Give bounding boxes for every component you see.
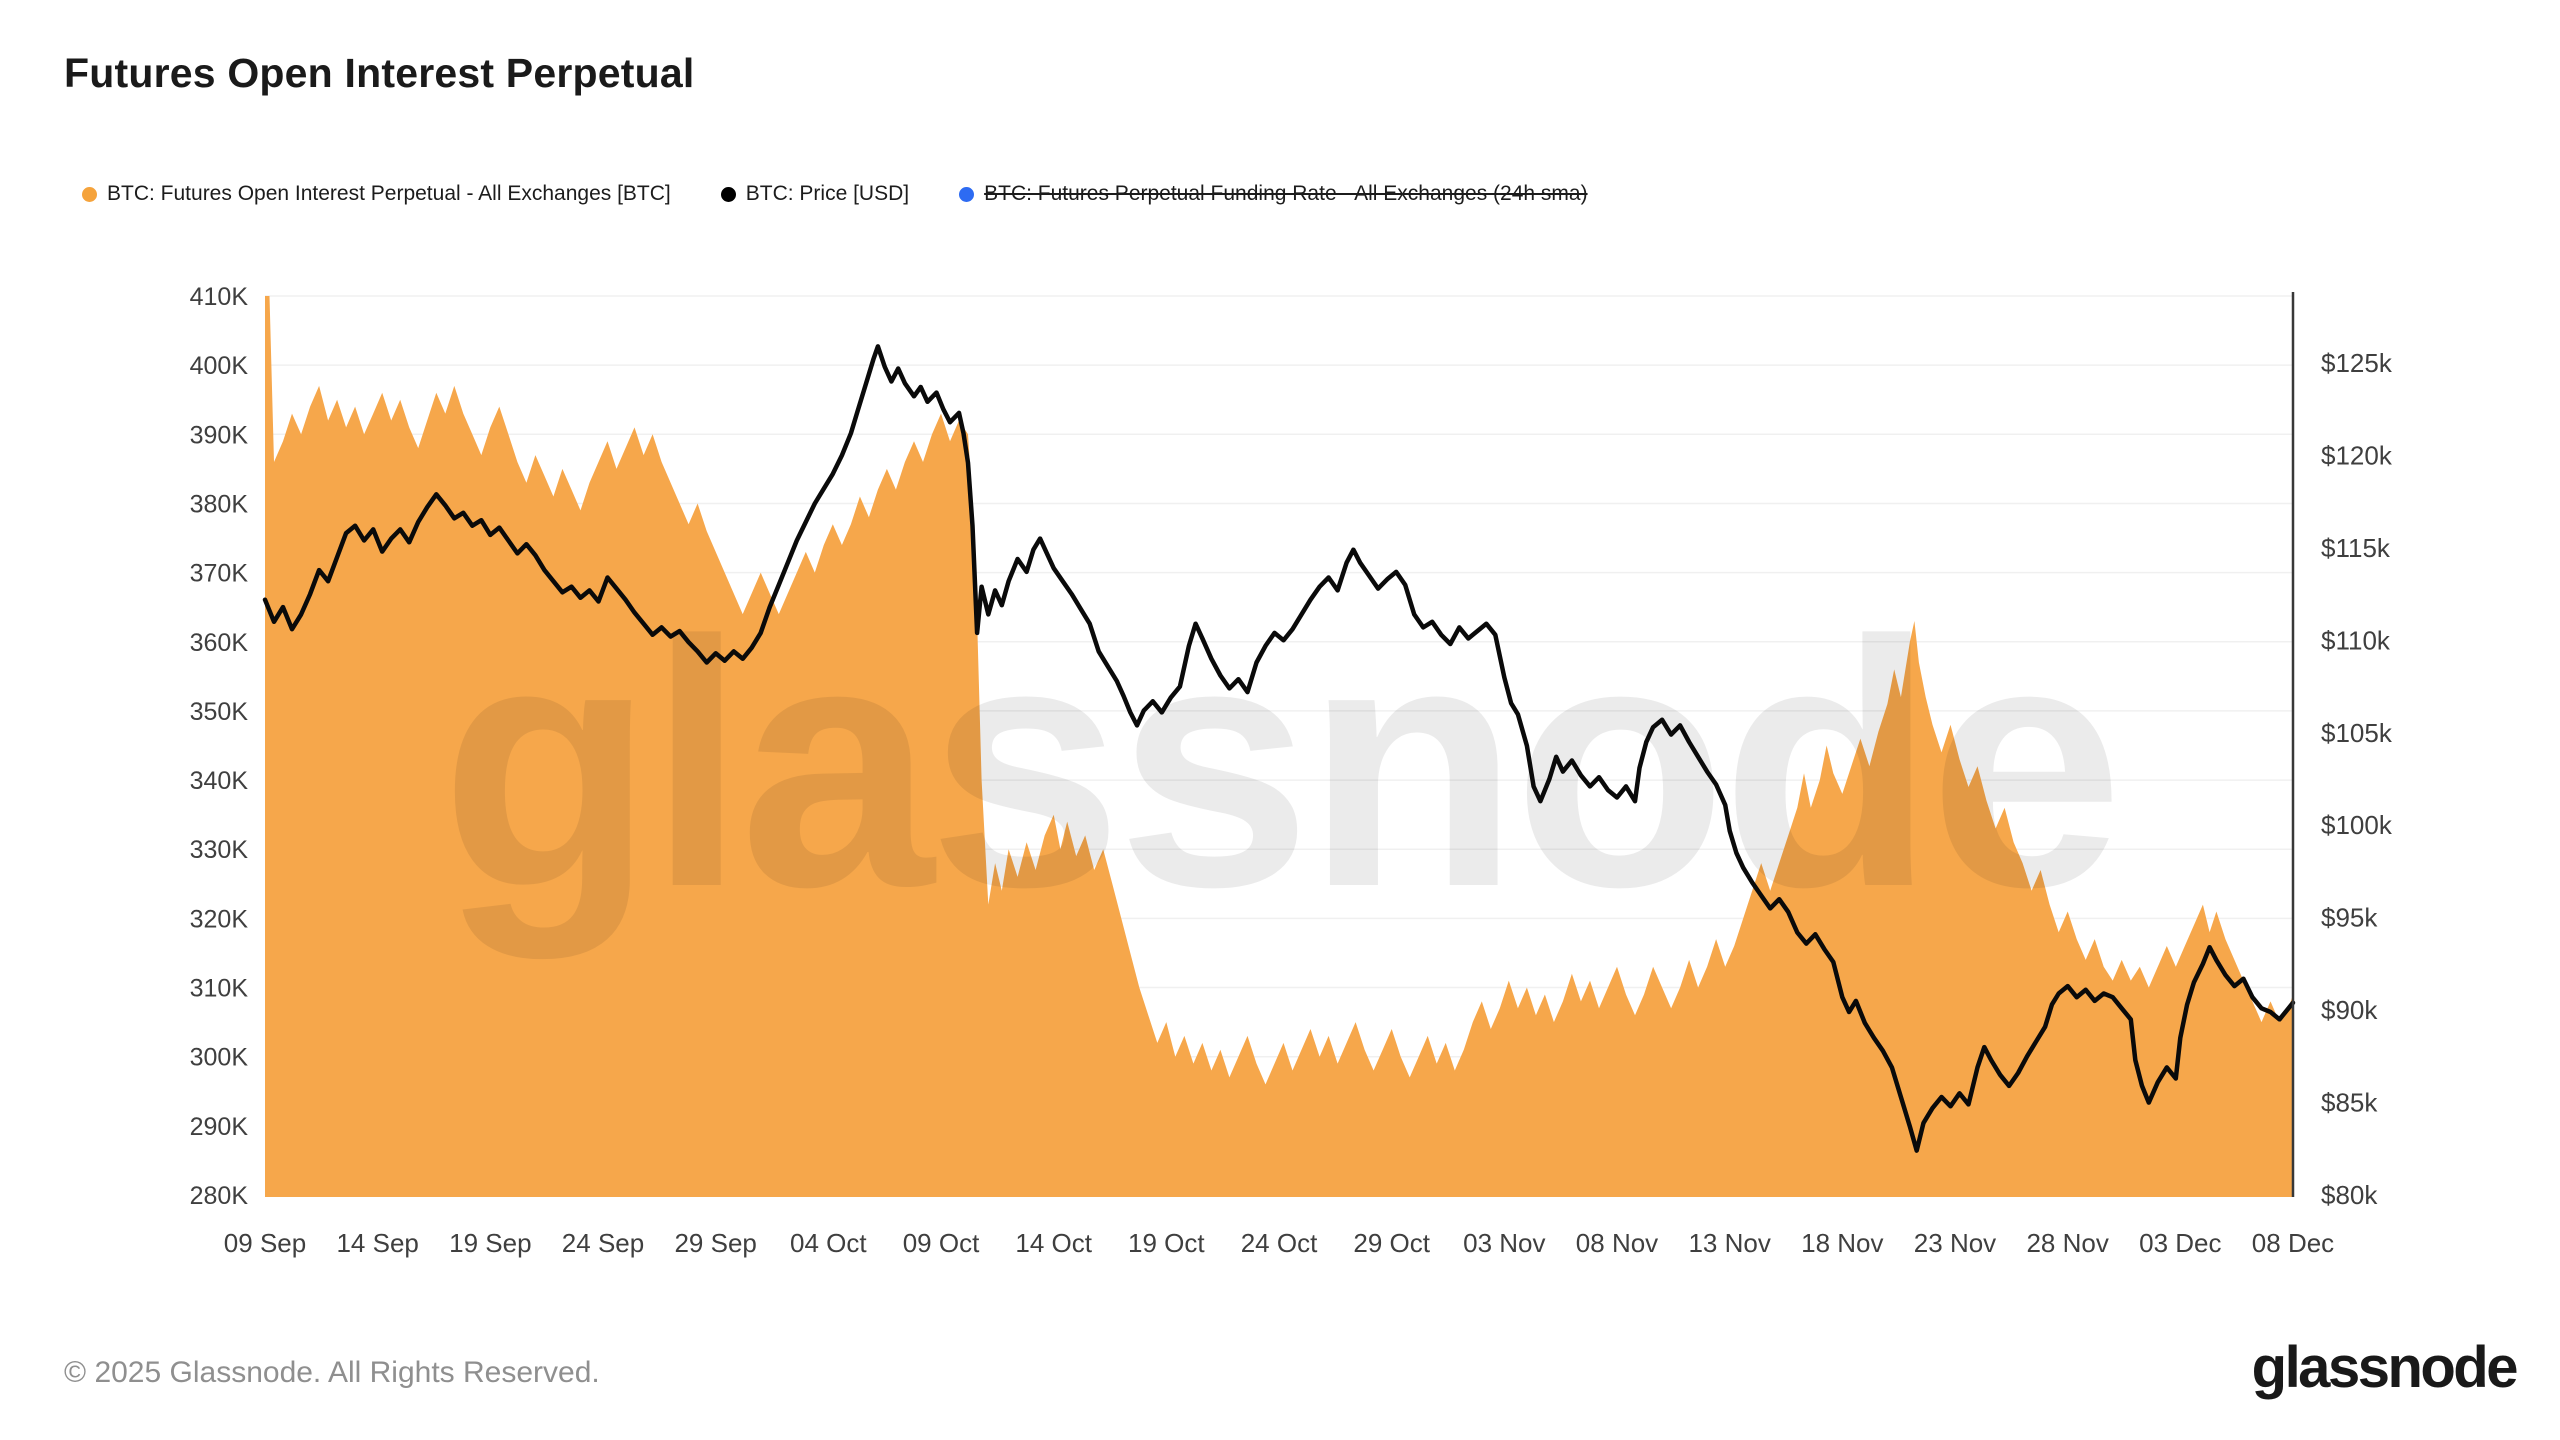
x-axis-tick-label: 29 Sep [674,1228,756,1258]
price-line [262,344,2296,1153]
x-axis-tick-label: 19 Sep [449,1228,531,1258]
right-axis-tick-label: $105k [2321,718,2393,748]
x-axis-tick-label: 08 Nov [1576,1228,1658,1258]
legend-item-funding-rate[interactable]: BTC: Futures Perpetual Funding Rate - Al… [959,182,1588,206]
legend: BTC: Futures Open Interest Perpetual - A… [82,182,1588,206]
legend-item-label: BTC: Futures Open Interest Perpetual - A… [107,182,671,205]
x-axis-tick-label: 08 Dec [2252,1228,2334,1258]
x-axis-tick-label: 14 Oct [1015,1228,1092,1258]
right-axis-tick-label: $90k [2321,995,2378,1025]
legend-dot-icon [720,186,736,202]
left-axis-tick-label: 380K [190,490,249,518]
x-axis-tick-label: 29 Oct [1353,1228,1430,1258]
x-axis-tick-label: 24 Sep [562,1228,644,1258]
watermark: glassnode [440,569,2117,962]
x-axis-tick-label: 09 Oct [903,1228,980,1258]
legend-item-price[interactable]: BTC: Price [USD] [720,182,910,206]
legend-item-label: BTC: Futures Perpetual Funding Rate - Al… [984,182,1588,205]
legend-item-open-interest[interactable]: BTC: Futures Open Interest Perpetual - A… [82,182,671,206]
x-axis-tick-label: 18 Nov [1801,1228,1883,1258]
left-axis-tick-label: 290K [190,1113,249,1141]
right-axis-tick-label: $110k [2321,625,2391,655]
open-interest-area [265,296,2293,1197]
left-axis-tick-label: 400K [190,352,249,380]
x-axis-tick-label: 24 Oct [1241,1228,1318,1258]
legend-dot-icon [82,186,97,202]
left-axis-tick-label: 390K [190,421,249,449]
left-axis-tick-label: 340K [190,767,249,795]
glassnode-logo: glassnode [2251,1335,2519,1400]
right-axis-tick-label: $100k [2321,810,2393,840]
x-axis-tick-label: 19 Oct [1128,1228,1205,1258]
right-axis-tick-label: $80k [2321,1180,2378,1210]
legend-dot-icon [959,186,975,202]
x-axis-tick-label: 09 Sep [224,1228,306,1258]
x-axis-tick-label: 04 Oct [790,1228,867,1258]
x-axis-tick-label: 03 Dec [2139,1228,2221,1258]
right-axis-tick-label: $115k [2321,533,2391,563]
left-axis-tick-label: 360K [190,629,249,657]
right-axis-tick-label: $125k [2321,348,2393,378]
left-axis-tick-label: 310K [190,975,249,1003]
copyright-text: © 2025 Glassnode. All Rights Reserved. [64,1356,600,1389]
x-axis-tick-label: 03 Nov [1463,1228,1545,1258]
right-axis-tick-label: $120k [2321,440,2393,470]
x-axis-tick-label: 28 Nov [2026,1228,2108,1258]
legend-item-label: BTC: Price [USD] [745,182,910,205]
right-axis-tick-label: $85k [2321,1088,2378,1118]
left-axis-tick-label: 280K [190,1182,249,1210]
left-axis-tick-label: 300K [190,1044,249,1072]
page-title: Futures Open Interest Perpetual [64,50,695,96]
right-axis-tick-label: $95k [2321,903,2378,933]
x-axis-tick-label: 14 Sep [336,1228,418,1258]
left-axis-tick-label: 350K [190,698,249,726]
x-axis-tick-label: 13 Nov [1688,1228,1770,1258]
left-axis-tick-label: 320K [190,905,249,933]
left-axis-tick-label: 330K [190,836,249,864]
left-axis-tick-label: 370K [190,560,249,588]
left-axis-tick-label: 410K [190,283,249,311]
x-axis-tick-label: 23 Nov [1914,1228,1996,1258]
